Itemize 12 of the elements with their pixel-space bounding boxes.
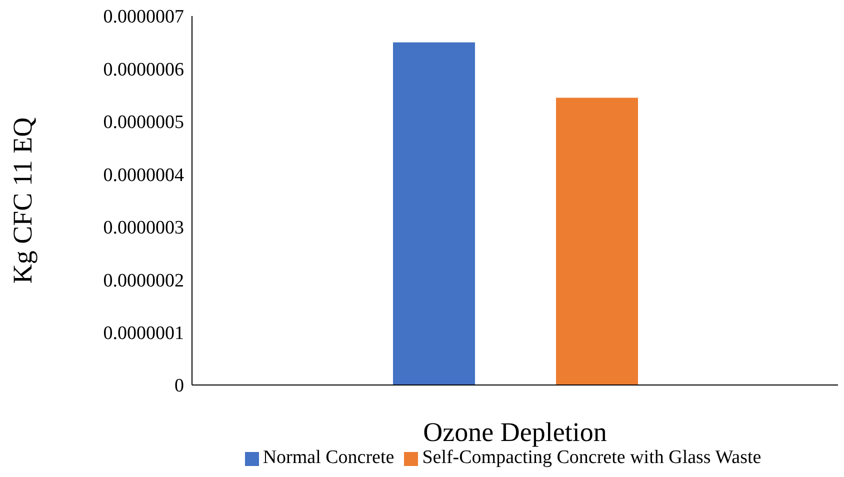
y-tick-label: 0.0000007 bbox=[103, 6, 184, 28]
y-tick-label: 0.0000001 bbox=[103, 323, 184, 344]
y-tick-label: 0.0000005 bbox=[103, 112, 184, 134]
y-tick-label: 0 bbox=[174, 376, 184, 397]
y-tick-label: 0.0000004 bbox=[103, 164, 184, 186]
legend-label: Self-Compacting Concrete with Glass Waste bbox=[422, 447, 762, 468]
x-axis-title: Ozone Depletion bbox=[423, 417, 608, 447]
y-tick-label: 0.0000006 bbox=[103, 59, 184, 80]
y-tick-label: 0.0000003 bbox=[103, 218, 184, 239]
y-tick-label: 0.0000002 bbox=[103, 270, 184, 292]
y-axis-title: Kg CFC 11 EQ bbox=[8, 116, 38, 284]
legend-label: Normal Concrete bbox=[262, 447, 394, 468]
